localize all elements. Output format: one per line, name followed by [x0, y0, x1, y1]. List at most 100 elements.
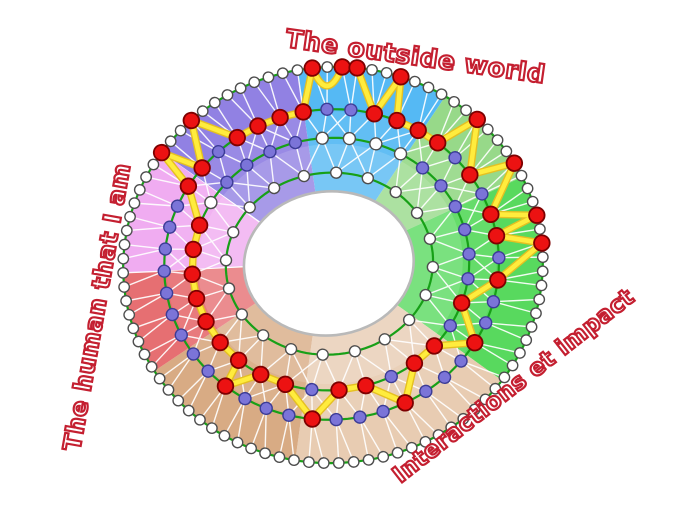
path-node[interactable] [249, 117, 267, 135]
wheel-node[interactable] [432, 429, 445, 441]
wheel-node[interactable] [284, 342, 298, 356]
wheel-node[interactable] [362, 453, 375, 466]
wheel-node[interactable] [419, 384, 433, 399]
wheel-node[interactable] [448, 151, 462, 165]
wheel-node[interactable] [259, 401, 273, 416]
wheel-node[interactable] [521, 182, 534, 195]
wheel-node[interactable] [332, 457, 345, 469]
wheel-node[interactable] [196, 105, 209, 118]
sector-salmon[interactable] [123, 260, 262, 374]
wheel-node[interactable] [437, 370, 452, 385]
wheel-node[interactable] [348, 345, 362, 358]
wheel-node[interactable] [127, 322, 140, 335]
wheel-node[interactable] [219, 254, 233, 267]
wheel-node[interactable] [182, 404, 195, 417]
wheel-node[interactable] [186, 347, 201, 361]
path-node[interactable] [228, 128, 246, 147]
wheel-node[interactable] [118, 238, 131, 251]
wheel-node[interactable] [273, 451, 286, 464]
wheel-node[interactable] [172, 394, 185, 407]
wheel-node[interactable] [164, 135, 177, 148]
wheel-node[interactable] [478, 316, 493, 330]
wheel-node[interactable] [391, 446, 404, 459]
wheel-node[interactable] [498, 371, 511, 384]
path-node[interactable] [190, 216, 209, 234]
wheel-node[interactable] [145, 360, 158, 373]
wheel-node[interactable] [533, 223, 546, 235]
wheel-node[interactable] [492, 251, 506, 265]
path-node[interactable] [452, 294, 471, 312]
path-node[interactable] [487, 227, 506, 245]
wheel-node[interactable] [402, 313, 416, 327]
wheel-node[interactable] [347, 456, 360, 468]
wheel-node[interactable] [344, 103, 358, 117]
wheel-node[interactable] [329, 412, 343, 427]
wheel-node[interactable] [530, 307, 542, 320]
wheel-node[interactable] [454, 354, 468, 368]
wheel-node[interactable] [267, 181, 281, 195]
wheel-node[interactable] [133, 183, 146, 196]
wheel-node[interactable] [460, 104, 472, 117]
wheel-node[interactable] [506, 359, 519, 372]
wheel-node[interactable] [211, 144, 226, 159]
wheel-node[interactable] [138, 348, 151, 361]
wheel-node[interactable] [288, 454, 300, 467]
wheel-node[interactable] [132, 335, 145, 348]
path-node[interactable] [388, 111, 406, 130]
path-node[interactable] [482, 205, 500, 224]
path-node[interactable] [428, 134, 447, 152]
wheel-node[interactable] [291, 64, 304, 77]
wheel-node[interactable] [162, 383, 175, 396]
wheel-node[interactable] [415, 161, 430, 175]
wheel-node[interactable] [205, 422, 218, 435]
wheel-node[interactable] [240, 158, 254, 172]
wheel-node[interactable] [147, 158, 160, 171]
wheel-node[interactable] [317, 457, 330, 469]
wheel-node[interactable] [243, 201, 256, 214]
wheel-node[interactable] [384, 369, 398, 384]
path-node[interactable] [409, 121, 427, 140]
wheel-node[interactable] [500, 145, 513, 158]
sector-pink[interactable] [111, 143, 264, 279]
wheel-node[interactable] [479, 393, 492, 406]
wheel-node[interactable] [461, 272, 475, 286]
wheel-node[interactable] [320, 102, 334, 116]
path-node[interactable] [152, 143, 171, 162]
wheel-node[interactable] [158, 242, 173, 256]
path-node[interactable] [330, 381, 348, 399]
path-node[interactable] [211, 333, 229, 352]
wheel-node[interactable] [535, 279, 548, 292]
wheel-node[interactable] [515, 169, 528, 182]
wheel-node[interactable] [329, 166, 343, 179]
wheel-node[interactable] [117, 252, 130, 265]
path-node[interactable] [184, 240, 203, 259]
wheel-node[interactable] [489, 382, 502, 395]
wheel-node[interactable] [157, 264, 171, 278]
path-node[interactable] [187, 289, 206, 308]
wheel-node[interactable] [481, 123, 494, 136]
wheel-node[interactable] [419, 435, 432, 448]
wheel-node[interactable] [405, 441, 418, 454]
path-node[interactable] [466, 334, 484, 352]
wheel-node[interactable] [486, 295, 501, 309]
path-node[interactable] [303, 59, 322, 77]
wheel-node[interactable] [536, 265, 549, 278]
wheel-node[interactable] [159, 286, 174, 300]
path-node[interactable] [252, 365, 270, 384]
wheel-node[interactable] [297, 169, 311, 183]
wheel-node[interactable] [231, 436, 244, 449]
wheel-node[interactable] [235, 308, 249, 321]
wheel-node[interactable] [302, 456, 315, 469]
path-node[interactable] [365, 105, 384, 123]
wheel-node[interactable] [245, 442, 258, 455]
wheel-node[interactable] [462, 247, 476, 261]
wheel-node[interactable] [353, 410, 367, 424]
wheel-node[interactable] [443, 318, 457, 333]
wheel-node[interactable] [426, 260, 440, 274]
wheel-node[interactable] [234, 82, 247, 95]
wheel-node[interactable] [475, 187, 489, 201]
wheel-node[interactable] [194, 413, 206, 426]
wheel-node[interactable] [321, 61, 334, 73]
path-node[interactable] [468, 110, 486, 129]
wheel-node[interactable] [435, 88, 448, 101]
